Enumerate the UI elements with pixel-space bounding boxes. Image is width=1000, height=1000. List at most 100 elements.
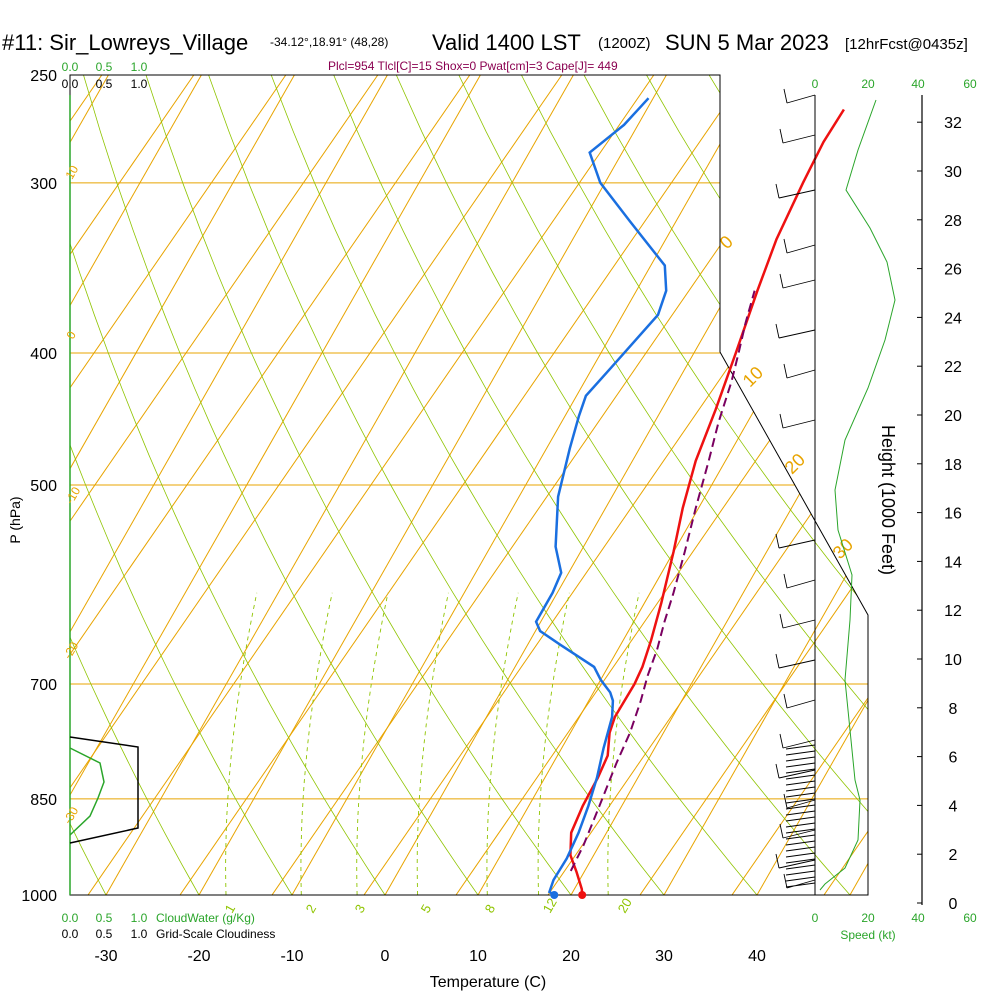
isotherm-line	[105, 75, 574, 895]
temperature-line	[569, 108, 845, 896]
mixing-ratio-line	[225, 592, 258, 895]
height-tick-label: 26	[944, 262, 962, 279]
isotherm-line	[943, 75, 1000, 895]
height-tick-label: 12	[944, 603, 962, 620]
station-name: #11: Sir_Lowreys_Village	[2, 30, 248, 55]
cloudwater-profile	[69, 747, 105, 836]
wind-speed-tick-bottom: 60	[963, 911, 977, 925]
pressure-tick-label: 400	[30, 346, 57, 363]
isotherm-label: 0	[63, 328, 79, 341]
dry-adiabat	[83, 75, 479, 895]
dewpoint-line	[534, 97, 668, 897]
adiabat-line	[70, 75, 471, 895]
temperature-tick-label: 30	[655, 948, 673, 965]
wind-speed-tick-top: 60	[963, 77, 977, 91]
wind-speed-label: Speed (kt)	[840, 928, 895, 942]
cloudwater-tick-top: 0.5	[96, 60, 113, 74]
wind-speed-tick-top: 20	[861, 77, 875, 91]
mixing-ratio-label: 20	[615, 895, 635, 915]
height-tick-label: 8	[949, 701, 958, 718]
isotherm-label: -30	[60, 804, 81, 826]
isotherm-line	[70, 75, 202, 895]
isotherm-line	[0, 75, 15, 895]
dry-adiabat	[270, 75, 758, 895]
isotherm-line	[663, 75, 868, 895]
adiabat-line	[70, 75, 379, 895]
temperature-axis-label: Temperature (C)	[430, 974, 546, 991]
pressure-tick-label: 500	[30, 478, 57, 495]
pressure-tick-label: 250	[30, 68, 57, 85]
dry-adiabat	[521, 75, 868, 895]
mixing-ratio-line	[416, 592, 449, 895]
isotherm-line	[849, 75, 868, 895]
station-coords: -34.12°,18.91° (48,28)	[270, 35, 388, 49]
temperature-tick-label: 20	[562, 948, 580, 965]
dry-adiabat	[70, 75, 293, 895]
zulu-time: (1200Z)	[598, 35, 651, 52]
wind-speed-tick-top: 0	[812, 77, 819, 91]
parcel-line	[569, 290, 756, 872]
cloudwater-tick-bottom: 1.0	[131, 911, 148, 925]
skewt-grid	[0, 75, 1000, 895]
temperature-tick-label: 10	[469, 948, 487, 965]
isotherm-line	[70, 75, 295, 895]
isotherm-line	[291, 75, 760, 895]
adiabat-line	[70, 75, 287, 895]
isotherm-label: 30	[829, 535, 857, 563]
cloudiness-tick-bottom: 0.5	[96, 927, 113, 941]
cloudwater-tick-top: 0.0	[62, 60, 79, 74]
adiabat-line	[87, 75, 655, 895]
temperature-tick-label: 0	[381, 948, 390, 965]
height-tick-label: 2	[949, 847, 958, 864]
isotherm-label: 0	[716, 232, 737, 253]
isotherm-line	[70, 75, 388, 895]
mixing-ratio-label: 8	[482, 902, 499, 916]
adiabat-line	[823, 75, 868, 895]
wind-speed-tick-top: 40	[911, 77, 925, 91]
temperature-tick-label: 40	[748, 948, 766, 965]
dry-adiabat	[0, 75, 13, 895]
mixing-ratio-label: 12	[540, 895, 560, 915]
pressure-tick-label: 850	[30, 792, 57, 809]
cloudiness-tick-top: 1.0	[131, 77, 148, 91]
dry-adiabat	[145, 75, 572, 895]
surface-temperature-dot	[578, 891, 587, 899]
temperature-tick-label: -10	[280, 948, 303, 965]
forecast-info: [12hrFcst@0435z]	[845, 36, 968, 53]
isotherm-line	[198, 75, 667, 895]
valid-time: Valid 1400 LST	[432, 30, 581, 55]
wind-speed-tick-bottom: 20	[861, 911, 875, 925]
height-tick-label: 18	[944, 457, 962, 474]
pressure-tick-label: 700	[30, 677, 57, 694]
height-tick-label: 28	[944, 213, 962, 230]
mixing-ratio-line	[537, 592, 570, 895]
cloudiness-tick-top: 0.5	[96, 77, 113, 91]
dry-adiabat	[333, 75, 851, 895]
isotherm-label: -10	[62, 484, 83, 506]
height-tick-label: 30	[944, 164, 962, 181]
sounding-indices: Plcl=954 Tlcl[C]=15 Shox=0 Pwat[cm]=3 Ca…	[328, 59, 618, 73]
dry-adiabat	[395, 75, 868, 895]
isotherm-label: 10	[739, 363, 767, 391]
height-tick-label: 24	[944, 310, 962, 327]
height-tick-label: 4	[949, 798, 958, 815]
dry-adiabat	[458, 75, 868, 895]
dry-adiabat	[70, 75, 386, 895]
adiabat-line	[731, 75, 868, 895]
cloudiness-label: Grid-Scale Cloudiness	[156, 927, 275, 941]
mixing-ratio-label: 2	[303, 902, 320, 916]
cloudiness-tick-bottom: 1.0	[131, 927, 148, 941]
mixing-ratio-line	[486, 592, 519, 895]
adiabat-line	[179, 75, 747, 895]
isotherm-label: 20	[781, 450, 809, 478]
mixing-ratio-line	[607, 592, 640, 895]
cloudwater-tick-bottom: 0.5	[96, 911, 113, 925]
cloudwater-tick-bottom: 0.0	[62, 911, 79, 925]
dry-adiabat	[208, 75, 665, 895]
wind-speed-tick-bottom: 40	[911, 911, 925, 925]
height-tick-label: 6	[949, 750, 958, 767]
height-axis-label: Height (1000 Feet)	[878, 425, 898, 575]
wind-barbs	[775, 88, 816, 889]
